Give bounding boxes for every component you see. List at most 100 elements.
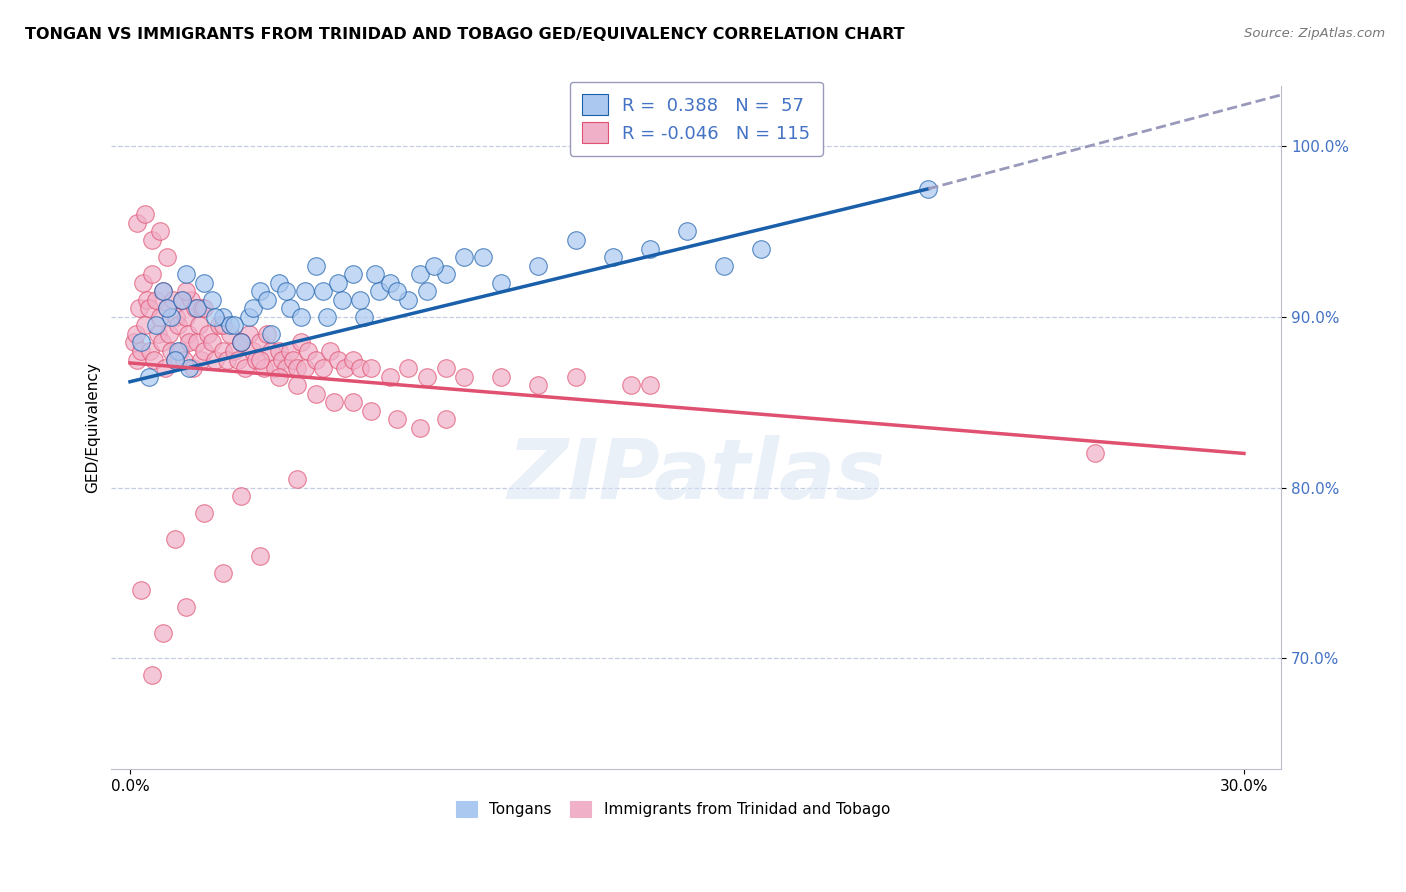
- Point: [165, 310, 187, 324]
- Point: [129, 582, 152, 597]
- Point: [174, 600, 197, 615]
- Point: [231, 335, 253, 350]
- Point: [122, 335, 145, 350]
- Point: [162, 293, 184, 307]
- Point: [267, 369, 290, 384]
- Point: [360, 361, 382, 376]
- Point: [242, 301, 264, 316]
- Point: [398, 361, 420, 376]
- Point: [159, 343, 181, 358]
- Point: [434, 267, 457, 281]
- Point: [184, 301, 207, 316]
- Point: [378, 369, 401, 384]
- Point: [208, 318, 231, 333]
- Point: [152, 625, 174, 640]
- Point: [312, 361, 335, 376]
- Point: [434, 361, 457, 376]
- Point: [127, 216, 149, 230]
- Point: [156, 301, 179, 316]
- Point: [173, 352, 195, 367]
- Point: [124, 326, 146, 341]
- Point: [602, 250, 624, 264]
- Point: [238, 326, 260, 341]
- Point: [149, 310, 172, 324]
- Point: [290, 335, 312, 350]
- Point: [326, 276, 349, 290]
- Point: [278, 343, 301, 358]
- Point: [163, 352, 186, 367]
- Point: [152, 285, 174, 299]
- Point: [132, 276, 155, 290]
- Point: [149, 225, 172, 239]
- Point: [245, 352, 267, 367]
- Point: [360, 403, 382, 417]
- Point: [423, 259, 446, 273]
- Point: [564, 369, 586, 384]
- Point: [141, 233, 163, 247]
- Point: [141, 668, 163, 682]
- Text: ZIPatlas: ZIPatlas: [508, 435, 886, 516]
- Point: [139, 343, 162, 358]
- Point: [527, 378, 550, 392]
- Point: [156, 250, 179, 264]
- Point: [408, 267, 430, 281]
- Text: Source: ZipAtlas.com: Source: ZipAtlas.com: [1244, 27, 1385, 40]
- Point: [193, 343, 215, 358]
- Point: [238, 310, 260, 324]
- Point: [434, 412, 457, 426]
- Point: [145, 318, 167, 333]
- Point: [155, 361, 177, 376]
- Point: [249, 352, 271, 367]
- Point: [453, 369, 475, 384]
- Point: [367, 285, 389, 299]
- Point: [138, 301, 160, 316]
- Point: [323, 395, 346, 409]
- Point: [620, 378, 643, 392]
- Point: [285, 361, 308, 376]
- Point: [204, 352, 226, 367]
- Point: [167, 318, 190, 333]
- Point: [152, 285, 174, 299]
- Point: [564, 233, 586, 247]
- Point: [226, 352, 249, 367]
- Point: [378, 276, 401, 290]
- Point: [181, 361, 204, 376]
- Point: [638, 378, 661, 392]
- Point: [267, 343, 290, 358]
- Point: [174, 267, 197, 281]
- Point: [267, 276, 290, 290]
- Point: [180, 293, 202, 307]
- Point: [145, 293, 167, 307]
- Point: [233, 361, 256, 376]
- Point: [169, 343, 191, 358]
- Point: [135, 293, 157, 307]
- Point: [127, 352, 149, 367]
- Point: [129, 335, 152, 350]
- Point: [249, 335, 271, 350]
- Point: [179, 335, 201, 350]
- Point: [193, 301, 215, 316]
- Point: [638, 242, 661, 256]
- Point: [285, 472, 308, 486]
- Point: [408, 421, 430, 435]
- Point: [211, 310, 233, 324]
- Point: [364, 267, 387, 281]
- Point: [319, 343, 342, 358]
- Point: [219, 326, 242, 341]
- Point: [138, 369, 160, 384]
- Point: [174, 285, 197, 299]
- Point: [274, 285, 297, 299]
- Point: [174, 310, 197, 324]
- Point: [387, 412, 409, 426]
- Point: [134, 318, 156, 333]
- Point: [186, 335, 208, 350]
- Point: [398, 293, 420, 307]
- Point: [231, 335, 253, 350]
- Point: [271, 352, 294, 367]
- Point: [260, 343, 283, 358]
- Point: [256, 326, 278, 341]
- Point: [416, 285, 439, 299]
- Point: [330, 293, 353, 307]
- Point: [256, 293, 278, 307]
- Point: [263, 361, 285, 376]
